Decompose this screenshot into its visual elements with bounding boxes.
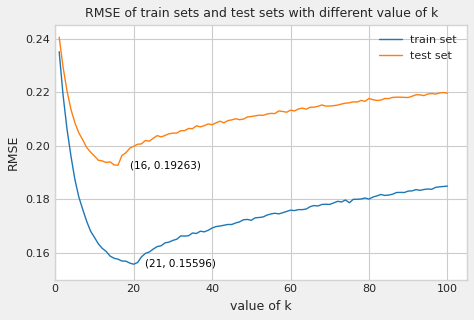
test set <box>135 142 140 146</box>
train set <box>445 184 450 188</box>
Line: train set: train set <box>59 52 447 264</box>
Text: (16, 0.19263): (16, 0.19263) <box>130 160 201 170</box>
Text: (21, 0.15596): (21, 0.15596) <box>146 258 216 268</box>
Title: RMSE of train sets and test sets with different value of k: RMSE of train sets and test sets with di… <box>84 7 438 20</box>
test set <box>429 92 435 95</box>
test set <box>115 163 121 167</box>
train set <box>56 50 62 53</box>
train set <box>429 188 435 191</box>
test set <box>292 109 297 113</box>
train set <box>131 262 137 266</box>
train set <box>260 215 266 219</box>
Line: test set: test set <box>59 37 447 165</box>
train set <box>150 247 156 251</box>
train set <box>135 260 140 264</box>
train set <box>417 188 423 192</box>
train set <box>292 209 297 212</box>
test set <box>150 136 156 140</box>
Y-axis label: RMSE: RMSE <box>7 135 20 170</box>
X-axis label: value of k: value of k <box>230 300 292 313</box>
test set <box>417 93 423 97</box>
test set <box>445 91 450 95</box>
test set <box>56 35 62 39</box>
Legend: train set, test set: train set, test set <box>375 31 462 65</box>
test set <box>260 114 266 117</box>
